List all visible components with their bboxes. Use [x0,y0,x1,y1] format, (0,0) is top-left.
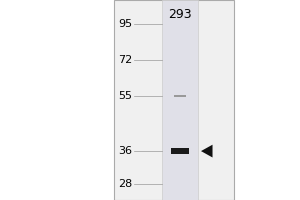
Text: 95: 95 [118,19,132,29]
Bar [162,0,198,200]
Bar [171,148,189,154]
Text: 55: 55 [118,91,132,101]
Polygon shape [201,145,212,157]
Text: 72: 72 [118,55,132,65]
Bar [174,95,186,97]
Text: 36: 36 [118,146,132,156]
Text: 293: 293 [168,8,192,21]
Text: 28: 28 [118,179,132,189]
Bar [114,0,234,200]
